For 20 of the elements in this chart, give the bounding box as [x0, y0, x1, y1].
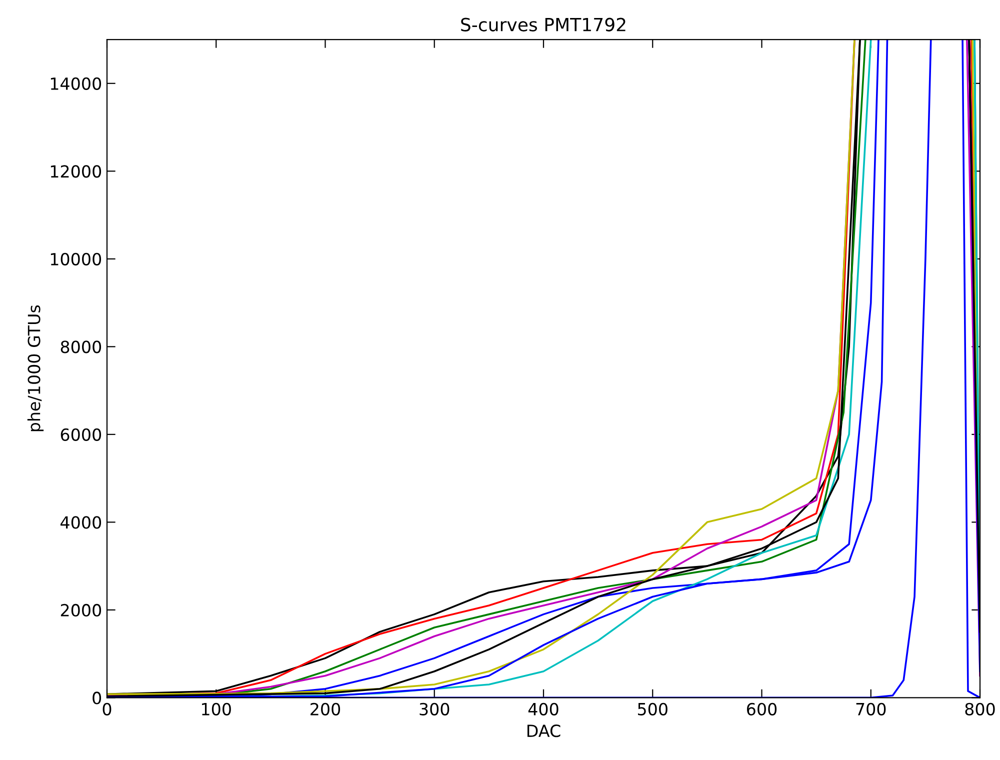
chart-title: S-curves PMT1792 — [461, 18, 626, 32]
y-tick-label: 0 — [92, 692, 102, 704]
y-axis-title: phe/1000 GTUs — [27, 305, 44, 432]
y-tick-label: 14000 — [50, 77, 102, 90]
x-tick-label: 400 — [528, 702, 558, 716]
y-tick-label: 10000 — [50, 252, 102, 266]
y-tick-label: 12000 — [50, 165, 102, 178]
x-tick-label: 0 — [102, 702, 112, 716]
y-tick-label: 6000 — [60, 428, 102, 441]
y-tick-label: 8000 — [60, 340, 102, 354]
x-tick-label: 700 — [856, 702, 886, 716]
x-tick-label: 600 — [747, 702, 777, 716]
x-tick-label: 100 — [202, 702, 231, 716]
y-tick-label: 2000 — [60, 604, 102, 616]
x-tick-label: 200 — [310, 702, 340, 716]
x-axis-title: DAC — [527, 724, 560, 738]
x-tick-label: 300 — [420, 702, 450, 716]
y-tick-label: 4000 — [60, 516, 102, 529]
x-tick-label: 500 — [638, 702, 668, 716]
x-tick-label: 800 — [965, 702, 995, 716]
